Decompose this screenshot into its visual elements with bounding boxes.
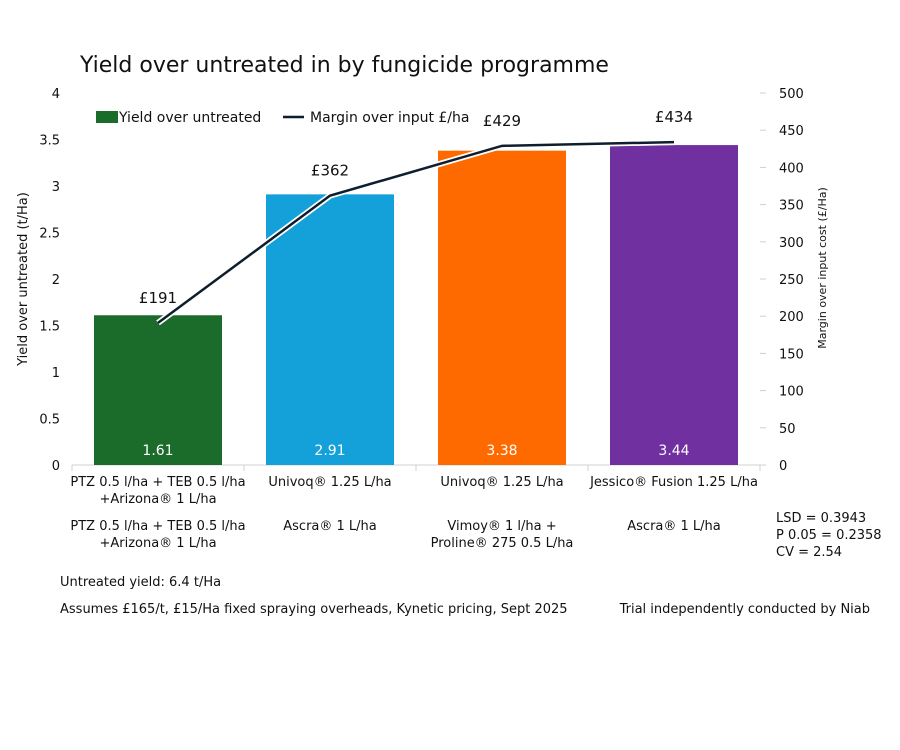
y-tick-label: 3 bbox=[52, 180, 60, 195]
y2-tick-label: 200 bbox=[779, 310, 804, 325]
category-label: Ascra® 1 L/ha bbox=[627, 519, 721, 534]
y-tick-label: 2 bbox=[52, 273, 60, 288]
category-label: +Arizona® 1 L/ha bbox=[99, 492, 217, 507]
y-tick-label: 4 bbox=[52, 87, 60, 102]
bar-value-label: 1.61 bbox=[142, 443, 173, 459]
bar bbox=[94, 315, 222, 465]
y2-tick-label: 500 bbox=[779, 87, 804, 102]
trial-note: Trial independently conducted by Niab bbox=[619, 602, 870, 617]
category-label: +Arizona® 1 L/ha bbox=[99, 536, 217, 551]
category-label: Ascra® 1 L/ha bbox=[283, 519, 377, 534]
y-axis-label: Yield over untreated (t/Ha) bbox=[16, 192, 31, 367]
category-label: PTZ 0.5 l/ha + TEB 0.5 l/ha bbox=[70, 519, 246, 534]
category-label: Univoq® 1.25 L/ha bbox=[440, 475, 564, 490]
bar bbox=[610, 145, 738, 465]
legend-swatch-bar bbox=[96, 111, 118, 123]
y-tick-label: 2.5 bbox=[39, 227, 60, 242]
y2-tick-label: 50 bbox=[779, 422, 796, 437]
y-tick-label: 3.5 bbox=[39, 134, 60, 149]
y2-tick-label: 350 bbox=[779, 199, 804, 214]
y-tick-label: 0 bbox=[52, 459, 60, 474]
line-value-label: £191 bbox=[139, 289, 177, 307]
legend-label-line: Margin over input £/ha bbox=[310, 110, 469, 126]
y-tick-label: 0.5 bbox=[39, 413, 60, 428]
bar bbox=[266, 194, 394, 465]
category-label: Jessico® Fusion 1.25 L/ha bbox=[590, 475, 758, 490]
y2-tick-label: 300 bbox=[779, 236, 804, 251]
y2-tick-label: 450 bbox=[779, 124, 804, 139]
untreated-note: Untreated yield: 6.4 t/Ha bbox=[60, 575, 222, 590]
category-label: PTZ 0.5 l/ha + TEB 0.5 l/ha bbox=[70, 475, 246, 490]
margin-line bbox=[157, 140, 675, 324]
y2-tick-label: 0 bbox=[779, 459, 787, 474]
y2-axis-label: Margin over input cost (£/Ha) bbox=[816, 187, 829, 349]
lsd-stat: LSD = 0.3943 bbox=[776, 511, 867, 526]
bar-value-label: 3.38 bbox=[486, 443, 517, 459]
legend-label-bar: Yield over untreated bbox=[118, 110, 261, 126]
assumptions-note: Assumes £165/t, £15/Ha fixed spraying ov… bbox=[60, 602, 568, 617]
p-stat: P 0.05 = 0.2358 bbox=[776, 528, 882, 543]
category-label: Proline® 275 0.5 L/ha bbox=[430, 536, 574, 551]
y2-tick-label: 100 bbox=[779, 385, 804, 400]
bar-value-label: 3.44 bbox=[658, 443, 689, 459]
line-value-label: £429 bbox=[483, 112, 521, 130]
y2-tick-label: 400 bbox=[779, 161, 804, 176]
cv-stat: CV = 2.54 bbox=[776, 545, 843, 560]
y2-tick-label: 150 bbox=[779, 347, 804, 362]
line-value-label: £434 bbox=[655, 108, 693, 126]
category-label: Vimoy® 1 l/ha + bbox=[447, 519, 557, 534]
y-tick-label: 1.5 bbox=[39, 320, 60, 335]
bar-value-label: 2.91 bbox=[314, 443, 345, 459]
margin-line-outline bbox=[156, 139, 675, 326]
line-value-label: £362 bbox=[311, 162, 349, 180]
category-label: Univoq® 1.25 L/ha bbox=[268, 475, 392, 490]
y2-tick-label: 250 bbox=[779, 273, 804, 288]
bar bbox=[438, 150, 566, 465]
chart-title: Yield over untreated in by fungicide pro… bbox=[79, 53, 609, 78]
y-tick-label: 1 bbox=[52, 366, 60, 381]
